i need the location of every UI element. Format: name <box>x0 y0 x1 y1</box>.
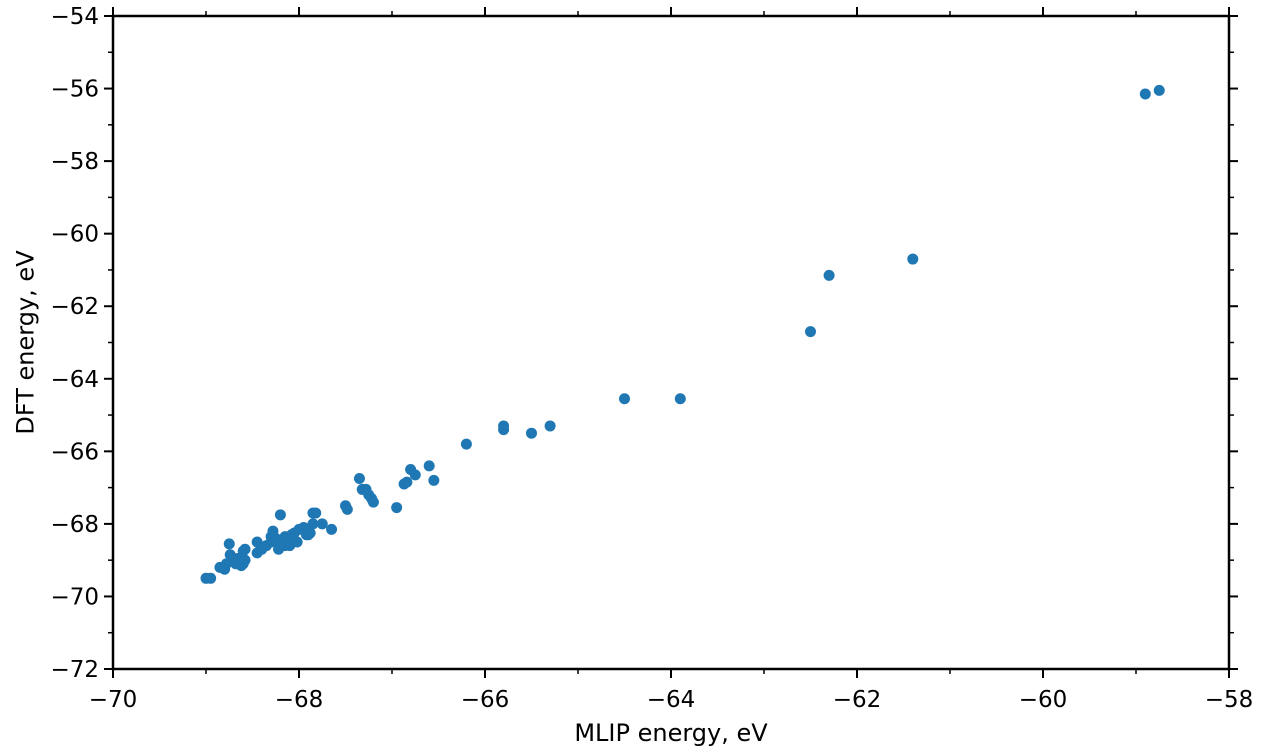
y-tick-label: −68 <box>50 512 99 538</box>
data-point <box>367 496 379 508</box>
data-point <box>823 269 835 281</box>
data-point <box>274 509 286 521</box>
data-point <box>391 502 403 514</box>
data-point <box>619 393 630 405</box>
y-tick-label: −62 <box>50 294 99 320</box>
data-point <box>205 572 217 584</box>
x-axis-label: MLIP energy, eV <box>574 719 768 747</box>
y-axis-label: DFT energy, eV <box>11 250 39 435</box>
data-point <box>401 476 413 488</box>
data-point <box>316 518 328 530</box>
data-point <box>428 474 440 486</box>
data-point <box>307 518 319 530</box>
y-tick-label: −70 <box>50 584 99 610</box>
axes: −70 −68 −66 −64 −62 −60 −58 −72 −70 −68 −66 −64 −62 −… <box>50 4 1253 713</box>
data-point <box>239 554 251 566</box>
data-point <box>907 253 919 265</box>
data-points <box>200 84 1165 584</box>
data-point <box>1139 88 1151 100</box>
data-point <box>1153 84 1165 96</box>
x-tick-label: −70 <box>89 687 138 713</box>
data-point <box>498 424 510 436</box>
plot-frame <box>111 14 1231 671</box>
data-point <box>341 503 353 515</box>
x-tick-label: −62 <box>833 687 882 713</box>
data-point <box>223 538 235 550</box>
y-tick-label: −66 <box>50 439 99 465</box>
y-tick-label: −54 <box>50 4 99 30</box>
data-point <box>526 427 537 439</box>
data-point <box>409 469 421 481</box>
data-point <box>304 527 316 539</box>
y-tick-label: −60 <box>50 222 99 248</box>
y-tick-label: −72 <box>50 657 99 683</box>
x-tick-label: −58 <box>1205 687 1254 713</box>
data-point <box>353 473 365 485</box>
data-point <box>310 507 322 519</box>
data-point <box>460 438 472 450</box>
y-tick-label: −64 <box>50 367 99 393</box>
data-point <box>423 460 435 472</box>
x-tick-label: −60 <box>1019 687 1068 713</box>
x-tick-label: −66 <box>461 687 510 713</box>
y-tick-label: −58 <box>50 149 99 175</box>
data-point <box>239 543 251 555</box>
data-point <box>544 420 556 432</box>
data-point <box>326 523 338 535</box>
y-tick-label: −56 <box>50 77 99 103</box>
data-point <box>291 536 303 548</box>
data-point <box>805 326 816 338</box>
x-tick-label: −68 <box>275 687 324 713</box>
x-tick-label: −64 <box>647 687 696 713</box>
data-point <box>674 393 686 405</box>
